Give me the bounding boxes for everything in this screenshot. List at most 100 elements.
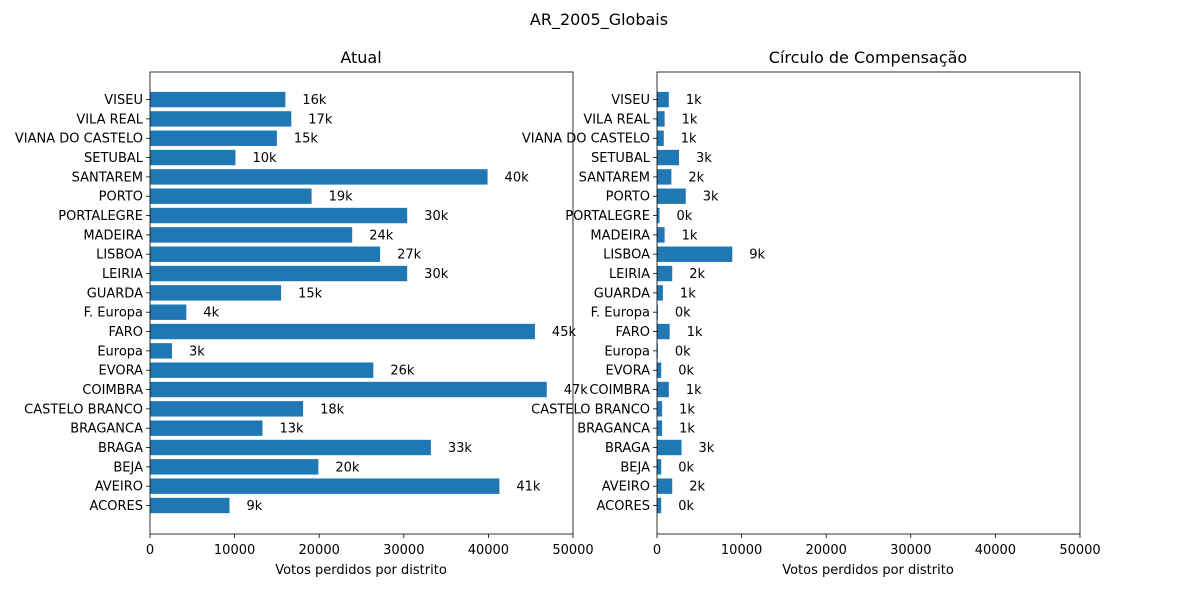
y-tick-label-madeira: MADEIRA [83,228,143,243]
bar-leiria [657,265,673,282]
bar-leiria [150,265,408,282]
bar-castelo-branco [150,401,304,417]
bar-portalegre [150,207,408,224]
bar-santarem [657,169,672,185]
chart-panel-atual: Atual Votos perdidos por distrito 9k ACOR… [15,48,594,578]
bar-value-label-santarem: 2k [688,170,704,185]
bar-value-label-leiria: 30k [424,267,449,282]
bar-value-label-madeira: 1k [682,228,698,243]
chart-panel-compensacao: Círculo de Compensação Votos perdidos po… [522,48,1101,578]
bar-value-label-braga: 33k [448,441,473,456]
y-tick-label-f-europa: F. Europa [591,306,650,321]
bar-value-label-f-europa: 0k [675,306,691,321]
bar-value-label-setubal: 3k [696,151,712,166]
bar-value-label-evora: 26k [390,364,415,379]
bar-value-label-braganca: 13k [280,422,305,437]
y-tick-label-faro: FARO [109,325,143,340]
bar-viana-do-castelo [150,130,277,146]
y-tick-label-leiria: LEIRIA [102,267,143,282]
y-tick-label-vila-real: VILA REAL [583,112,650,127]
bar-value-label-viseu: 1k [686,93,702,108]
bar-portalegre [657,207,660,224]
bar-value-label-guarda: 1k [680,286,696,301]
y-tick-label-guarda: GUARDA [87,286,143,301]
x-axis-label-compensacao: Votos perdidos por distrito [782,563,954,578]
y-tick-label-guarda: GUARDA [594,286,650,301]
bar-value-label-portalegre: 0k [677,209,693,224]
x-tick-label-40000: 40000 [468,543,509,558]
x-tick-label-10000: 10000 [721,543,762,558]
y-tick-label-europa: Europa [604,344,650,359]
y-tick-label-coimbra: COIMBRA [82,383,143,398]
bar-value-label-porto: 3k [703,190,719,205]
y-tick-label-vila-real: VILA REAL [76,112,143,127]
bar-setubal [150,149,236,166]
bar-evora [657,362,662,378]
bar-value-label-acores: 0k [678,499,694,514]
y-tick-label-castelo-branco: CASTELO BRANCO [24,402,143,417]
bar-value-label-europa: 0k [675,344,691,359]
bar-f-europa [150,304,187,320]
y-tick-label-viana-do-castelo: VIANA DO CASTELO [522,132,650,147]
bar-f-europa [657,304,658,320]
bar-value-label-castelo-branco: 18k [320,402,345,417]
bar-madeira [657,227,665,243]
y-tick-label-lisboa: LISBOA [96,248,143,263]
bar-porto [150,188,312,204]
bar-beja [657,459,662,475]
bar-coimbra [150,381,547,398]
y-tick-label-santarem: SANTAREM [579,170,650,185]
y-tick-label-viana-do-castelo: VIANA DO CASTELO [15,132,143,147]
bar-aveiro [657,478,673,494]
bar-value-label-porto: 19k [329,190,354,205]
bar-value-label-lisboa: 9k [749,248,765,263]
y-tick-label-beja: BEJA [113,460,143,475]
bar-faro [657,323,670,340]
bar-value-label-faro: 45k [552,325,577,340]
y-tick-label-braga: BRAGA [98,441,143,456]
bar-value-label-viseu: 16k [302,93,327,108]
y-tick-label-porto: PORTO [606,190,650,205]
bar-value-label-leiria: 2k [689,267,705,282]
bar-viseu [657,91,669,108]
y-tick-label-acores: ACORES [597,499,650,514]
axes-frame [149,71,574,535]
y-tick-label-braganca: BRAGANCA [577,422,650,437]
y-tick-label-f-europa: F. Europa [84,306,143,321]
bar-value-label-europa: 3k [189,344,205,359]
y-tick-label-coimbra: COIMBRA [589,383,650,398]
y-tick-label-lisboa: LISBOA [603,248,650,263]
y-tick-label-beja: BEJA [620,460,650,475]
bar-braga [150,439,431,456]
bar-value-label-evora: 0k [678,364,694,379]
bar-value-label-viana-do-castelo: 1k [681,132,697,147]
x-tick-label-30000: 30000 [383,543,424,558]
bar-guarda [657,285,663,301]
y-tick-label-madeira: MADEIRA [590,228,650,243]
y-tick-label-setubal: SETUBAL [591,151,651,166]
x-tick-label-40000: 40000 [975,543,1016,558]
y-tick-label-porto: PORTO [99,190,143,205]
x-tick-label-0: 0 [146,543,154,558]
x-tick-label-10000: 10000 [214,543,255,558]
bar-europa [150,343,172,359]
y-tick-label-acores: ACORES [90,499,143,514]
bar-value-label-vila-real: 17k [308,112,333,127]
y-tick-label-leiria: LEIRIA [609,267,650,282]
bar-evora [150,362,374,378]
bar-value-label-acores: 9k [247,499,263,514]
y-tick-label-aveiro: AVEIRO [95,480,143,495]
y-tick-label-braga: BRAGA [605,441,650,456]
bar-value-label-beja: 20k [335,460,360,475]
x-tick-label-50000: 50000 [552,543,593,558]
bar-value-label-madeira: 24k [369,228,394,243]
bar-value-label-santarem: 40k [505,170,530,185]
bar-value-label-braganca: 1k [679,422,695,437]
bar-value-label-castelo-branco: 1k [679,402,695,417]
bar-madeira [150,227,353,243]
y-tick-label-viseu: VISEU [611,93,650,108]
x-tick-label-20000: 20000 [806,543,847,558]
bar-braganca [150,420,263,436]
bar-braga [657,439,682,456]
